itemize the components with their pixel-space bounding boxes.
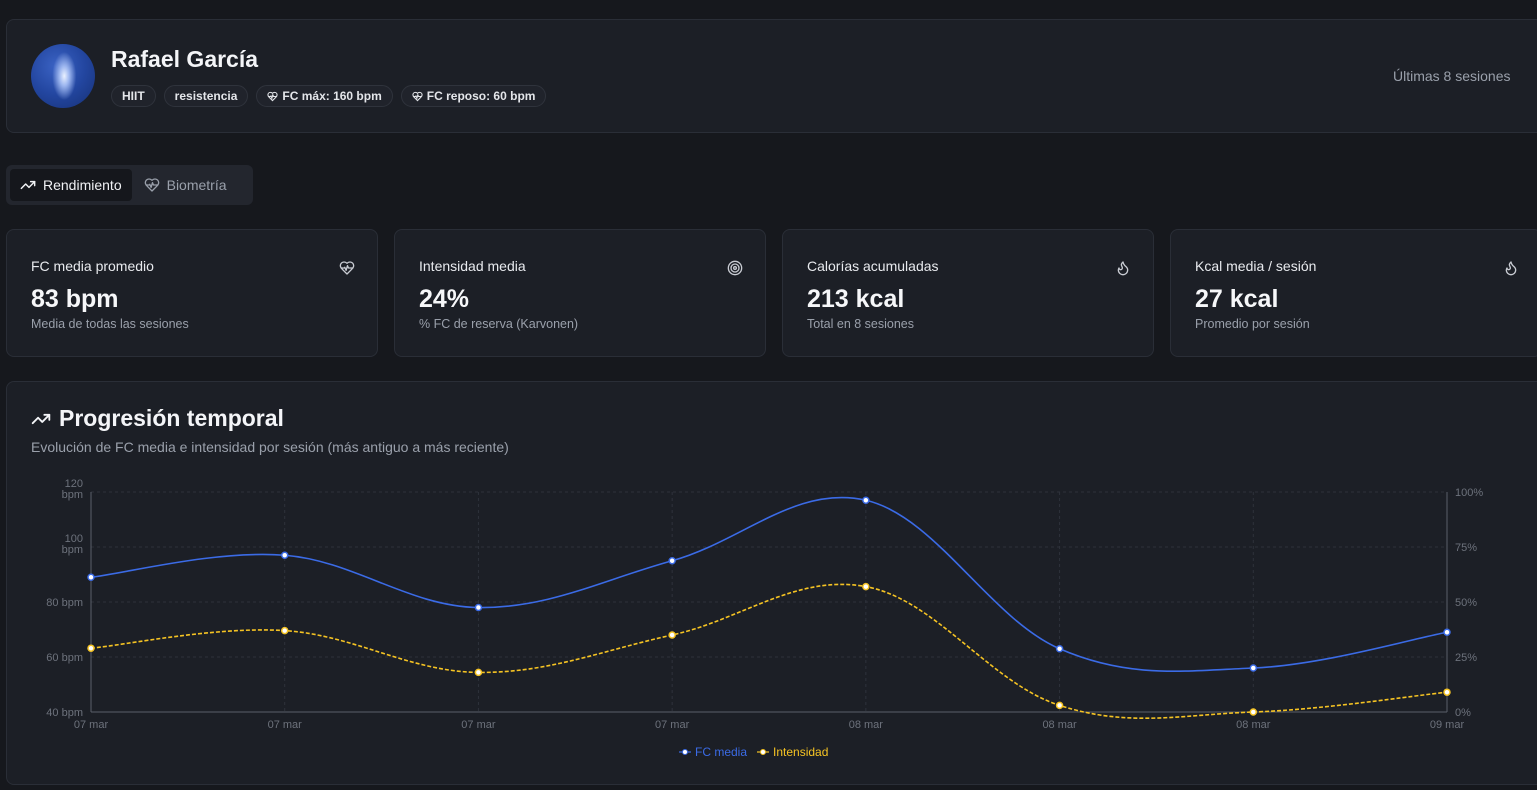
tab-rendimiento-label: Rendimiento xyxy=(43,177,122,193)
kpi-value: 27 kcal xyxy=(1195,285,1279,313)
kpi-subtitle: Media de todas las sesiones xyxy=(31,317,189,331)
y-tick-label-right: 0% xyxy=(1455,707,1471,719)
trending-up-icon xyxy=(31,413,51,424)
legend-item-fc-media: FC media xyxy=(695,745,747,759)
athlete-name: Rafael García xyxy=(111,46,259,72)
x-tick-label: 09 mar xyxy=(1430,719,1465,731)
kpi-subtitle: % FC de reserva (Karvonen) xyxy=(419,317,579,331)
data-point xyxy=(87,573,95,581)
data-point xyxy=(862,496,870,504)
tag-resistencia: resistencia xyxy=(163,85,249,107)
flame-icon xyxy=(1505,261,1517,276)
tab-biometria[interactable]: Biometría xyxy=(134,169,237,201)
profile-card: Rafael García HIIT resistencia FC máx: 1… xyxy=(6,19,1537,133)
fc-rest-text: FC reposo: 60 bpm xyxy=(426,89,536,103)
data-point xyxy=(668,557,676,565)
y-tick-label-right: 75% xyxy=(1455,542,1477,554)
kpi-subtitle: Promedio por sesión xyxy=(1195,317,1310,331)
fc-max-badge: FC máx: 160 bpm xyxy=(256,85,393,107)
chart-title: Progresión temporal xyxy=(31,405,284,432)
chart-title-text: Progresión temporal xyxy=(59,405,284,431)
data-point xyxy=(668,631,676,639)
view-tabs: Rendimiento Biometría xyxy=(6,165,253,205)
trending-up-icon xyxy=(20,180,36,190)
x-tick-label: 08 mar xyxy=(1042,719,1077,731)
heart-pulse-icon xyxy=(144,178,159,192)
y-tick-label-left: 60 bpm xyxy=(46,652,83,664)
y-tick-label-right: 50% xyxy=(1455,597,1477,609)
y-tick-label-right: 25% xyxy=(1455,652,1477,664)
data-point xyxy=(87,644,95,652)
tab-biometria-label: Biometría xyxy=(166,177,227,193)
fc-rest-badge: FC reposo: 60 bpm xyxy=(400,85,547,107)
kpi-value: 24% xyxy=(419,285,470,313)
kpi-title: Kcal media / sesión xyxy=(1195,258,1317,274)
tab-rendimiento[interactable]: Rendimiento xyxy=(10,169,132,201)
target-icon xyxy=(727,260,743,276)
x-tick-label: 07 mar xyxy=(655,719,690,731)
heart-pulse-icon xyxy=(339,261,355,275)
legend-item-intensidad: Intensidad xyxy=(773,745,828,759)
x-tick-label: 08 mar xyxy=(1236,719,1271,731)
kpi-value: 83 bpm xyxy=(31,285,119,313)
data-point xyxy=(1443,628,1451,636)
x-tick-label: 07 mar xyxy=(74,719,109,731)
kpi-title: Calorías acumuladas xyxy=(807,258,939,274)
x-tick-label: 07 mar xyxy=(268,719,303,731)
avatar[interactable] xyxy=(31,44,95,108)
kpi-title: Intensidad media xyxy=(419,258,526,274)
data-point xyxy=(1249,708,1258,716)
y-tick-label-left: 80 bpm xyxy=(46,597,83,609)
sessions-label: Últimas 8 sesiones xyxy=(1393,68,1511,84)
kpi-card-fc-media: FC media promedio 83 bpm Media de todas … xyxy=(6,229,378,357)
data-point xyxy=(474,603,483,612)
y-tick-label-left: 120 xyxy=(65,478,83,490)
flame-icon xyxy=(1117,261,1129,276)
data-point xyxy=(862,582,870,591)
y-tick-label-left: bpm xyxy=(62,489,83,501)
data-point xyxy=(1055,701,1064,710)
series-line-fc-media xyxy=(90,496,1448,673)
chart-subtitle: Evolución de FC media e intensidad por s… xyxy=(31,439,509,455)
fc-max-text: FC máx: 160 bpm xyxy=(282,89,382,103)
x-tick-label: 07 mar xyxy=(461,719,496,731)
series-line-intensidad xyxy=(90,583,1448,719)
kpi-title: FC media promedio xyxy=(31,258,154,274)
legend-item-fc-media-marker xyxy=(682,749,688,755)
data-point xyxy=(1249,664,1258,672)
progression-chart-card: Progresión temporal Evolución de FC medi… xyxy=(6,381,1537,785)
data-point xyxy=(474,668,483,677)
y-tick-label-left: bpm xyxy=(62,544,83,556)
data-point xyxy=(1055,645,1064,653)
legend-item-intensidad-marker xyxy=(760,749,766,755)
data-point xyxy=(280,551,289,559)
kpi-value: 213 kcal xyxy=(807,285,905,313)
x-tick-label: 08 mar xyxy=(849,719,884,731)
data-point xyxy=(280,626,289,635)
y-tick-label-right: 100% xyxy=(1455,487,1483,499)
kpi-subtitle: Total en 8 sesiones xyxy=(807,317,915,331)
data-point xyxy=(1443,688,1451,696)
kpi-card-intensidad: Intensidad media 24% % FC de reserva (Ka… xyxy=(394,229,766,357)
kpi-card-kcal-sesion: Kcal media / sesión 27 kcal Promedio por… xyxy=(1170,229,1537,357)
y-tick-label-left: 40 bpm xyxy=(46,707,83,719)
tag-hiit: HIIT xyxy=(111,85,156,107)
kpi-card-calorias: Calorías acumuladas 213 kcal Total en 8 … xyxy=(782,229,1154,357)
y-tick-label-left: 100 xyxy=(65,533,83,545)
tag-list: HIIT resistencia FC máx: 160 bpm FC repo… xyxy=(111,85,547,107)
heart-pulse-icon xyxy=(412,91,423,101)
heart-pulse-icon xyxy=(267,91,279,101)
